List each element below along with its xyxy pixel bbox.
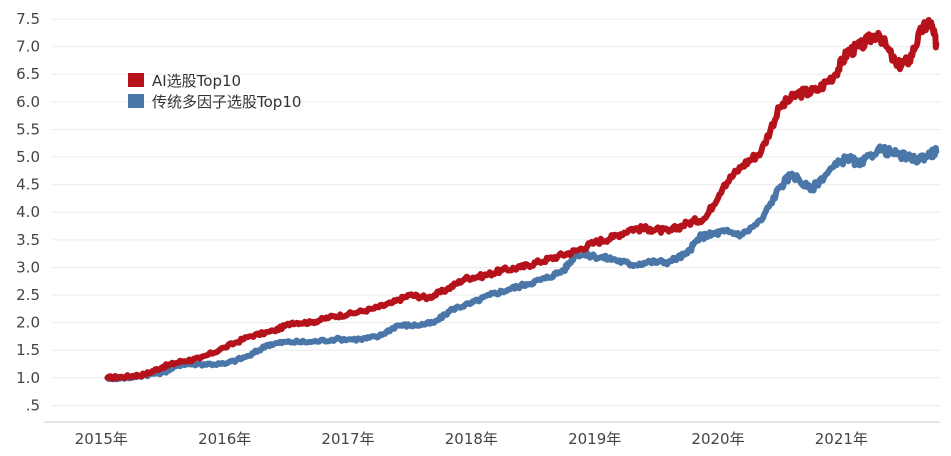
legend-swatch xyxy=(128,94,144,108)
x-axis: 2015年 2016年 2017年 2018年 2019年 2020年 2021年 xyxy=(44,421,940,448)
legend-label: AI选股Top10 xyxy=(152,72,241,90)
series-line-multifactor-top10 xyxy=(104,143,940,383)
x-tick-label: 2017年 xyxy=(321,430,374,448)
x-tick-label: 2016年 xyxy=(198,430,251,448)
y-tick-label: 5.5 xyxy=(16,120,40,138)
y-tick-label: 1.5 xyxy=(16,341,40,359)
y-tick-label: 3.5 xyxy=(16,231,40,249)
y-tick-label: 5.0 xyxy=(16,148,40,166)
y-tick-label: 7.5 xyxy=(16,10,40,28)
y-tick-label: 1.0 xyxy=(16,369,40,387)
y-tick-label: 6.0 xyxy=(16,93,40,111)
series-line-ai-top10 xyxy=(104,17,940,382)
y-axis: .5 1.0 1.5 2.0 2.5 3.0 3.5 4.0 4.5 5.0 5.5 6.0 6.5 7.… xyxy=(16,10,40,414)
legend-label: 传统多因子选股Top10 xyxy=(152,93,301,111)
y-tick-label: 2.0 xyxy=(16,314,40,332)
y-tick-label: 6.5 xyxy=(16,65,40,83)
y-tick-label: 4.0 xyxy=(16,203,40,221)
legend: AI选股Top10 传统多因子选股Top10 xyxy=(128,72,301,111)
y-tick-label: 4.5 xyxy=(16,176,40,194)
y-tick-label: 7.0 xyxy=(16,38,40,56)
series-layer xyxy=(104,17,940,383)
x-tick-label: 2018年 xyxy=(445,430,498,448)
x-tick-label: 2015年 xyxy=(75,430,128,448)
legend-swatch xyxy=(128,73,144,87)
y-tick-label: 3.0 xyxy=(16,258,40,276)
x-tick-label: 2020年 xyxy=(691,430,744,448)
x-tick-label: 2021年 xyxy=(815,430,868,448)
x-tick-label: 2019年 xyxy=(568,430,621,448)
y-tick-label: .5 xyxy=(26,396,40,414)
y-tick-label: 2.5 xyxy=(16,286,40,304)
